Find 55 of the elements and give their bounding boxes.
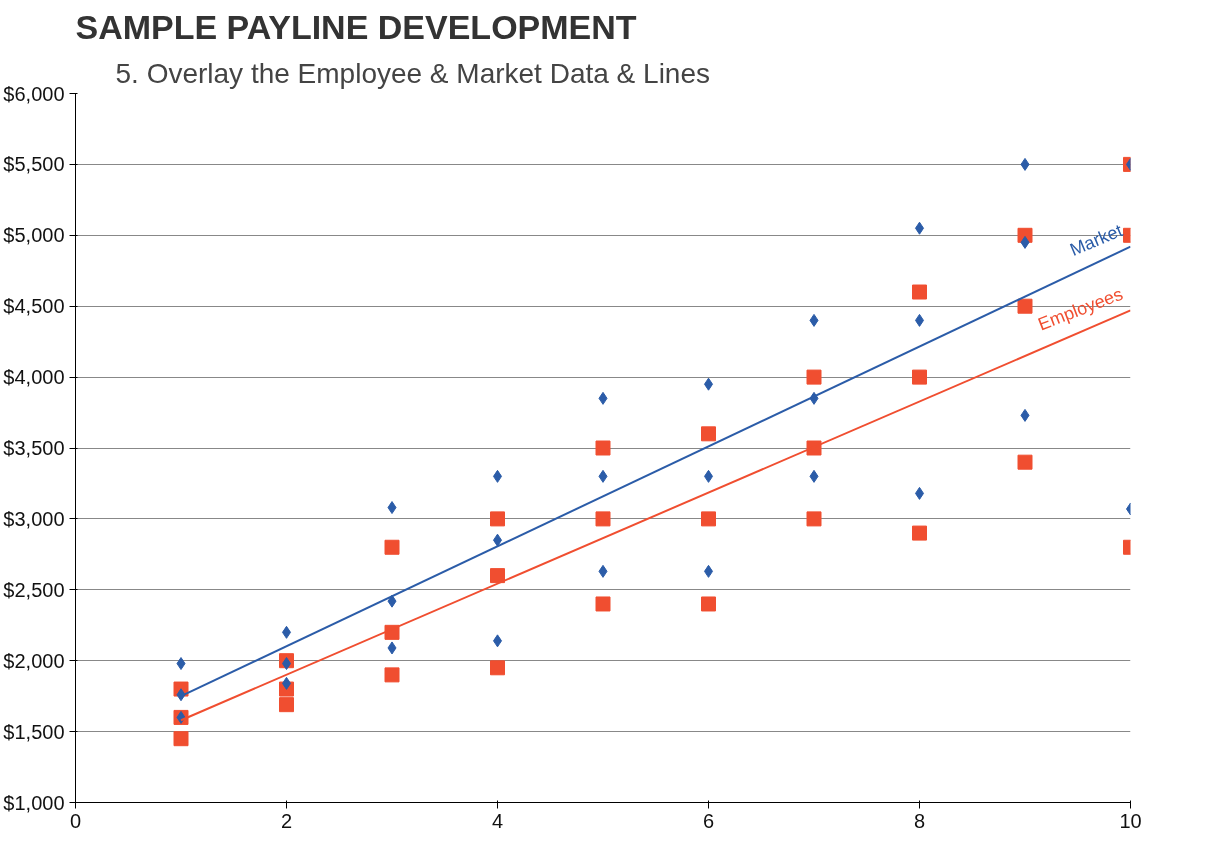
point bbox=[701, 511, 716, 527]
x-tick-label: 8 bbox=[913, 809, 926, 832]
y-tick-label: $3,000 bbox=[3, 507, 65, 530]
y-tick-label: $5,500 bbox=[3, 153, 65, 176]
point bbox=[384, 667, 400, 683]
point bbox=[598, 564, 608, 578]
point bbox=[173, 731, 189, 747]
point bbox=[1020, 408, 1030, 422]
chart-subtitle: 5. Overlay the Employee & Market Data & Lines bbox=[115, 57, 710, 89]
point bbox=[1020, 157, 1030, 171]
point bbox=[809, 469, 819, 483]
y-tick-label: $2,000 bbox=[3, 649, 65, 672]
point bbox=[1017, 298, 1033, 314]
point bbox=[598, 391, 608, 405]
point bbox=[387, 641, 397, 655]
x-tick-label: 10 bbox=[1119, 809, 1142, 832]
point bbox=[384, 624, 400, 640]
point bbox=[490, 660, 505, 676]
point bbox=[701, 596, 716, 612]
point bbox=[595, 511, 611, 527]
point bbox=[806, 511, 822, 527]
y-tick-label: $2,500 bbox=[3, 578, 65, 601]
point bbox=[595, 440, 611, 456]
point bbox=[176, 657, 186, 671]
x-tick-label: 0 bbox=[69, 809, 82, 832]
y-tick-label: $1,500 bbox=[3, 720, 65, 743]
point bbox=[176, 688, 186, 702]
point bbox=[490, 511, 505, 527]
y-tick-label: $3,500 bbox=[3, 437, 65, 459]
point bbox=[490, 568, 505, 584]
point bbox=[384, 539, 400, 555]
point bbox=[387, 501, 397, 515]
point bbox=[912, 369, 927, 385]
point bbox=[1020, 235, 1030, 249]
point bbox=[912, 525, 927, 541]
point bbox=[809, 391, 819, 405]
y-tick-label: $1,000 bbox=[3, 791, 65, 814]
x-tick-label: 6 bbox=[702, 809, 715, 832]
y-tick-label: $5,000 bbox=[3, 224, 65, 247]
point bbox=[806, 369, 822, 385]
y-tick-label: $4,000 bbox=[3, 366, 65, 389]
point bbox=[912, 284, 927, 300]
point bbox=[701, 426, 716, 442]
point bbox=[1017, 454, 1033, 470]
y-tick-label: $6,000 bbox=[3, 82, 65, 105]
point bbox=[279, 697, 294, 713]
y-tick-label: $4,500 bbox=[3, 295, 65, 318]
point bbox=[806, 440, 822, 456]
chart-title: SAMPLE PAYLINE DEVELOPMENT bbox=[75, 7, 637, 46]
point bbox=[595, 596, 611, 612]
point bbox=[809, 313, 819, 327]
x-tick-label: 4 bbox=[491, 809, 504, 832]
point bbox=[598, 469, 608, 483]
point bbox=[387, 594, 397, 608]
x-tick-label: 2 bbox=[280, 809, 293, 832]
